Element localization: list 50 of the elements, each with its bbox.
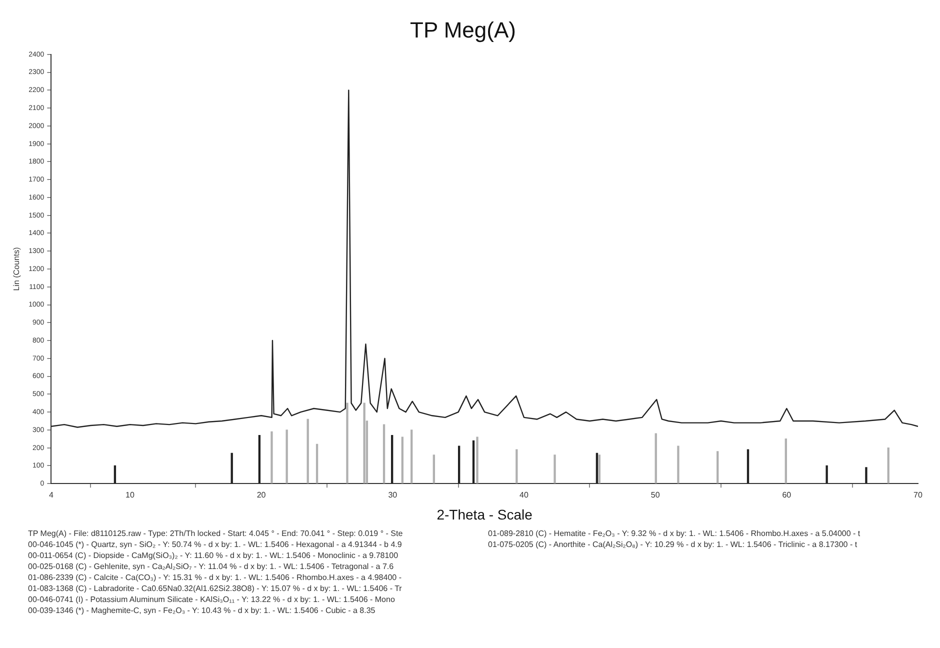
- bar: [410, 430, 413, 484]
- bar: [458, 446, 460, 484]
- x-tick-label: 20: [256, 490, 266, 500]
- bar: [401, 436, 404, 484]
- text: 01-075-0205 (C) - Anorthite - Ca(Al₂Si₂O₈) - Y: 10.29 % - d x by: 1. - WL: 1.5406 - Triclinic - a 8.17300 - t: [488, 539, 858, 550]
- text: 00-046-1045 (*) - Quartz, syn - SiO₂ - Y: 50.74 % - d x by: 1. - WL: 1.5406 - Hexagonal - a 4.91344 - b 4.9: [28, 539, 403, 550]
- x-tick-label: 50: [650, 490, 660, 500]
- bar: [746, 449, 750, 484]
- bar: [598, 454, 600, 484]
- x-tick-label: 60: [782, 490, 792, 500]
- bar: [382, 424, 386, 484]
- bar: [516, 449, 518, 484]
- text: 01-086-2339 (C) - Calcite - Ca(CO₃) - Y: 15.31 % - d x by: 1. - WL: 1.5406 - Rhombo.H.axes - a 4.98400 -: [28, 572, 402, 583]
- bar: [472, 440, 475, 484]
- bar: [784, 438, 787, 484]
- x-tick-label: 70: [914, 490, 923, 500]
- text: 01-083-1368 (C) - Labradorite - Ca0.65Na0.32(Al1.62Si2.38O8) - Y: 15.07 % - d x by: 1. - WL: 1.5406 - Tr: [28, 583, 403, 594]
- bar: [716, 451, 719, 484]
- bar: [654, 433, 657, 484]
- x-tick-label: 4: [48, 490, 54, 500]
- bar: [258, 434, 261, 484]
- bar: [346, 402, 348, 484]
- bar: [114, 465, 116, 484]
- bar: [554, 454, 556, 484]
- bar: [270, 431, 273, 484]
- x-axis-title: 2-Theta - Scale: [436, 506, 533, 522]
- text: 00-011-0654 (C) - Diopside - CaMg(SiO₃)₂ - Y: 11.60 % - d x by: 1. - WL: 1.5406 - Monoclinic - a 9.78100: [28, 550, 400, 561]
- bar: [596, 452, 598, 484]
- x-tick-label: 10: [126, 490, 135, 500]
- text: 00-025-0168 (C) - Gehlenite, syn - Ca₂Al₂SiO₇ - Y: 11.04 % - d x by: 1. - WL: 1.5406 - Tetragonal - a 7.6: [28, 561, 395, 572]
- bar: [306, 418, 309, 484]
- bar: [677, 446, 680, 484]
- x-tick-label: 30: [388, 490, 398, 500]
- bar: [865, 467, 868, 484]
- chart-title: TP Meg(A): [410, 17, 516, 42]
- bar: [887, 448, 890, 484]
- bar: [826, 465, 828, 484]
- text: 00-039-1346 (*) - Maghemite-C, syn - Fe₂O₃ - Y: 10.43 % - d x by: 1. - WL: 1.5406 - Cubic - a 8.35: [28, 605, 376, 616]
- text: 00-046-0741 (I) - Potassium Aluminum Silicate - KAlSi₃O₁₁ - Y: 13.22 % - d x by: 1. - WL: 1.5406 - Mono: [28, 594, 396, 605]
- x-tick-label: 40: [520, 490, 529, 500]
- y-axis-title: Lin (Counts): [12, 246, 22, 291]
- text: TP Meg(A) - File: d8110125.raw - Type: 2Th/Th locked - Start: 4.045 ° - End: 70.041 ° - Step: 0.019 ° - Ste: [28, 528, 404, 539]
- text: 01-089-2810 (C) - Hematite - Fe₂O₃ - Y: 9.32 % - d x by: 1. - WL: 1.5406 - Rhombo.H.axes - a 5.04000 - t: [488, 528, 862, 539]
- bar: [286, 430, 288, 484]
- bar: [316, 444, 318, 484]
- bar: [432, 454, 436, 484]
- bar: [476, 436, 478, 484]
- bar: [363, 402, 366, 484]
- bar: [391, 434, 394, 484]
- bar: [230, 452, 233, 484]
